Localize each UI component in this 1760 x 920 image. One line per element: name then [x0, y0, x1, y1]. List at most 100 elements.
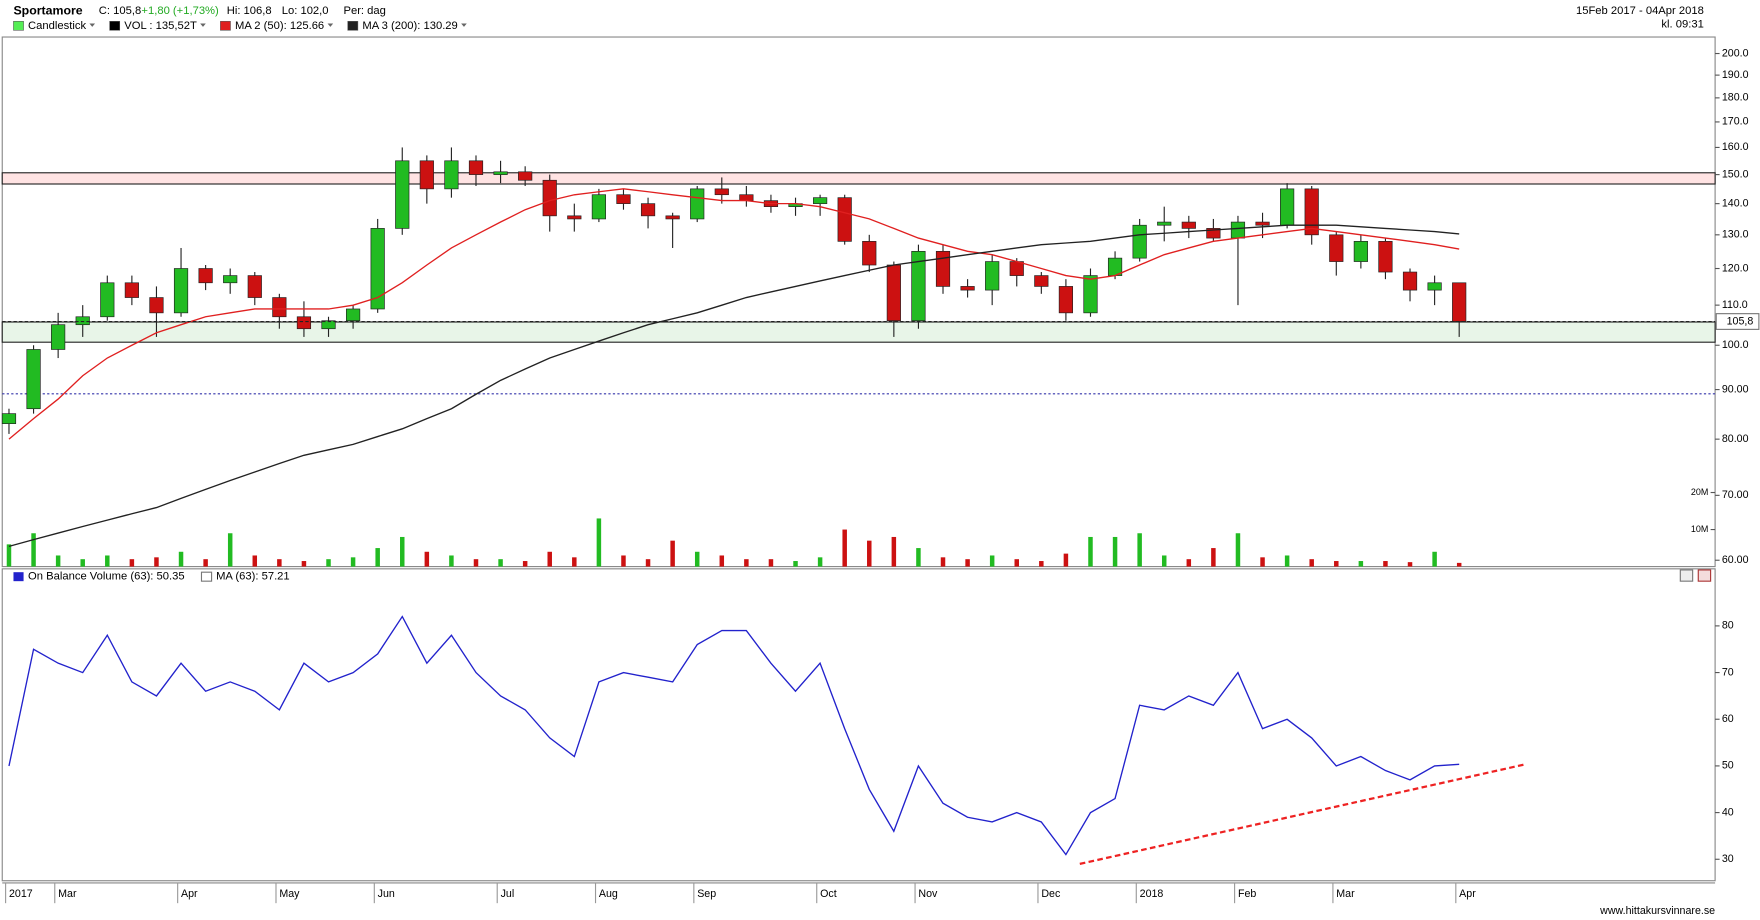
candle-body [51, 324, 66, 350]
x-tick-label: May [279, 888, 300, 900]
close-stat: C: 105,8 [99, 5, 141, 17]
y-tick-label: 170.0 [1722, 116, 1749, 128]
y-tick-label: 110.0 [1722, 299, 1748, 311]
candle-body [1181, 221, 1196, 229]
volume-bar [105, 555, 110, 567]
time: kl. 09:31 [1661, 19, 1703, 31]
moving-average [8, 188, 1460, 440]
volume-bar [203, 559, 208, 567]
y-tick-label: 180.0 [1722, 92, 1749, 104]
candle-body [640, 203, 656, 217]
legend-swatch [347, 21, 359, 31]
legend-label: MA (63): 57.21 [216, 571, 290, 583]
candle-body [542, 179, 557, 217]
volume-bar [522, 561, 528, 567]
legend-label: MA 2 (50): 125.66 [235, 20, 324, 32]
candle-body [837, 197, 852, 242]
volume-bar [916, 548, 921, 567]
x-tick-label: 2017 [9, 888, 33, 900]
candle-body [911, 250, 926, 322]
volume-bar [1186, 559, 1192, 567]
volume-bar [1383, 561, 1388, 567]
volume-bar [1407, 562, 1413, 567]
volume-bar [1211, 548, 1216, 567]
x-tick-label: Apr [181, 888, 198, 900]
volume-bar [1161, 555, 1167, 567]
candle-body [272, 297, 287, 318]
legend-swatch [220, 21, 231, 31]
volume-bar [1260, 557, 1265, 567]
candle-body [370, 228, 385, 310]
volume-bar [793, 561, 798, 567]
volume-bar [645, 559, 651, 567]
candle-body [886, 264, 901, 322]
candle-body [26, 349, 41, 410]
volume-bar [252, 555, 258, 567]
volume-bar [154, 557, 159, 567]
y-tick-label: 70.00 [1722, 489, 1749, 501]
resistance-zone [1, 172, 1716, 185]
volume-bar [1112, 536, 1118, 567]
volume-bar [6, 544, 12, 567]
x-tick-label: 2018 [1140, 888, 1164, 900]
x-tick-label: Feb [1238, 888, 1256, 900]
candle-body [75, 316, 90, 326]
x-tick-label: Mar [1336, 888, 1355, 900]
candle-body [173, 268, 189, 314]
candle-body [1280, 188, 1295, 226]
y2-tick-label: 10M [1691, 524, 1708, 534]
volume-bar [1137, 533, 1142, 567]
last-price-tag [1715, 313, 1760, 330]
legend-dropdown [461, 23, 467, 27]
volume-bar [55, 555, 61, 567]
volume-bar [670, 540, 675, 567]
candle-body [345, 308, 361, 322]
y-tick-label: 140.0 [1722, 197, 1749, 209]
x-tick-label: Mar [58, 888, 77, 900]
period-stat: Per: dag [343, 5, 385, 17]
volume-bar [473, 559, 479, 567]
candle-body [1230, 221, 1246, 239]
volume-bar [989, 555, 995, 567]
candle-body [493, 171, 508, 175]
volume-bar [1456, 562, 1462, 567]
candle-body [468, 160, 484, 175]
candle-body [935, 250, 951, 287]
candle-body [247, 275, 262, 298]
candle-body [1009, 261, 1024, 276]
change-stat: +1,80 (+1,73%) [141, 5, 219, 17]
instrument-title: Sportamore [13, 3, 82, 17]
candle-body [149, 297, 164, 314]
volume-bar [424, 551, 430, 567]
candle-body [198, 268, 213, 284]
zoom-button[interactable] [1679, 569, 1694, 582]
volume-bar [350, 557, 356, 567]
candle-body [1132, 224, 1147, 259]
y-tick-label: 120.0 [1722, 262, 1749, 274]
volume-bar [1235, 533, 1241, 567]
volume-bar [178, 551, 184, 567]
candle-body [1206, 228, 1221, 239]
volume-bar [400, 536, 405, 567]
volume-bar [1088, 536, 1093, 567]
candle-body [518, 171, 533, 181]
legend-label: VOL : 135,52T [124, 20, 197, 32]
y-tick-label: 80 [1722, 620, 1734, 632]
trend-line [1079, 762, 1527, 865]
candle-body [124, 282, 139, 298]
y-tick-label: 40 [1722, 806, 1734, 818]
volume-bar [694, 551, 700, 567]
moving-average [8, 224, 1460, 548]
candle-body [1378, 241, 1393, 273]
candle-body [1304, 188, 1319, 236]
close-button[interactable] [1697, 569, 1712, 582]
y-tick-label: 200.0 [1722, 47, 1749, 59]
volume-bar [1309, 559, 1314, 567]
volume-bar [129, 559, 135, 567]
price-panel [1, 36, 1716, 568]
y-tick-label: 50 [1722, 760, 1734, 772]
candle-body [1452, 282, 1467, 322]
x-tick-label: Apr [1459, 888, 1476, 900]
